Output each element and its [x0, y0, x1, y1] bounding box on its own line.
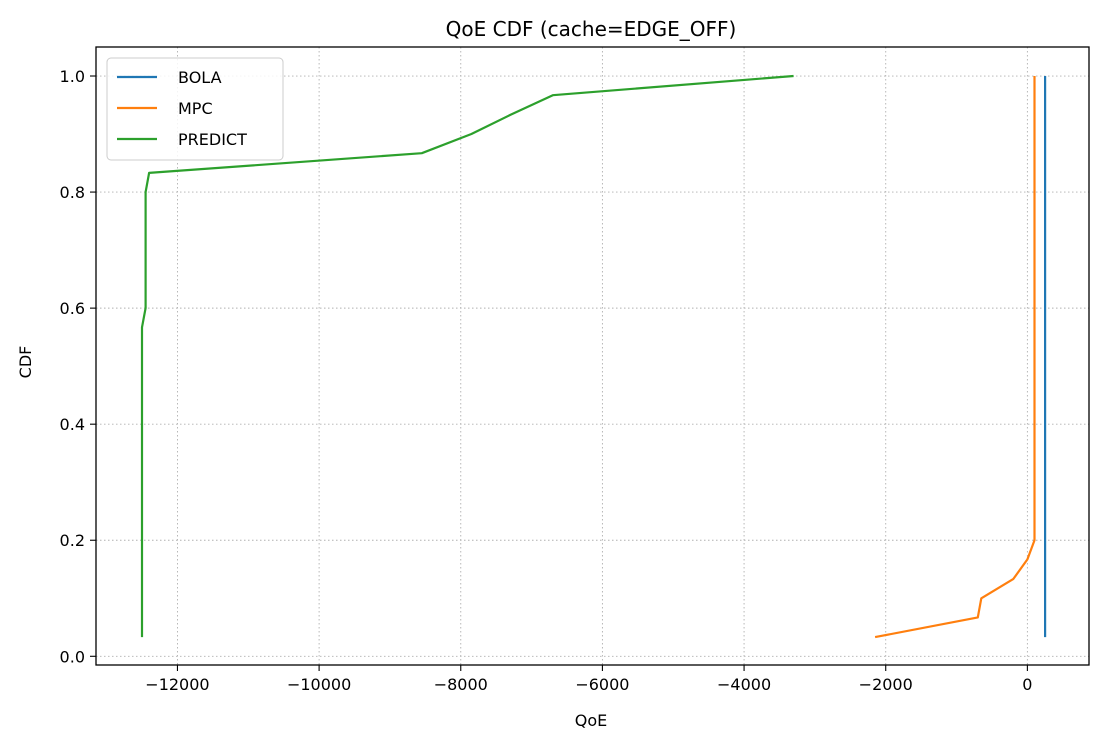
series-group	[140, 74, 1047, 639]
series-line-mpc	[874, 76, 1036, 639]
legend-label-mpc: MPC	[178, 99, 213, 118]
y-tick-label: 1.0	[60, 67, 85, 86]
y-tick-label: 0.4	[60, 415, 85, 434]
y-axis-label: CDF	[16, 346, 35, 379]
series-line-predict	[140, 74, 794, 638]
x-axis: −12000 −10000 −8000 −6000 −4000 −2000 0	[145, 665, 1032, 694]
y-tick-label: 0.0	[60, 647, 85, 666]
x-tick-label: −2000	[859, 675, 913, 694]
x-tick-label: −12000	[145, 675, 209, 694]
y-tick-label: 0.2	[60, 531, 85, 550]
y-axis: 0.0 0.2 0.4 0.6 0.8 1.0	[60, 67, 96, 666]
legend-label-predict: PREDICT	[178, 130, 247, 149]
legend-label-bola: BOLA	[178, 68, 222, 87]
x-tick-label: −8000	[434, 675, 488, 694]
x-tick-label: −4000	[717, 675, 771, 694]
chart-title: QoE CDF (cache=EDGE_OFF)	[446, 17, 737, 41]
legend-box	[106, 57, 284, 161]
x-tick-label: 0	[1022, 675, 1032, 694]
x-tick-label: −6000	[575, 675, 629, 694]
legend: BOLA MPC PREDICT	[106, 57, 284, 161]
y-tick-label: 0.8	[60, 183, 85, 202]
y-tick-label: 0.6	[60, 299, 85, 318]
plot-frame	[95, 46, 1090, 666]
x-tick-label: −10000	[287, 675, 351, 694]
x-axis-label: QoE	[575, 711, 608, 730]
